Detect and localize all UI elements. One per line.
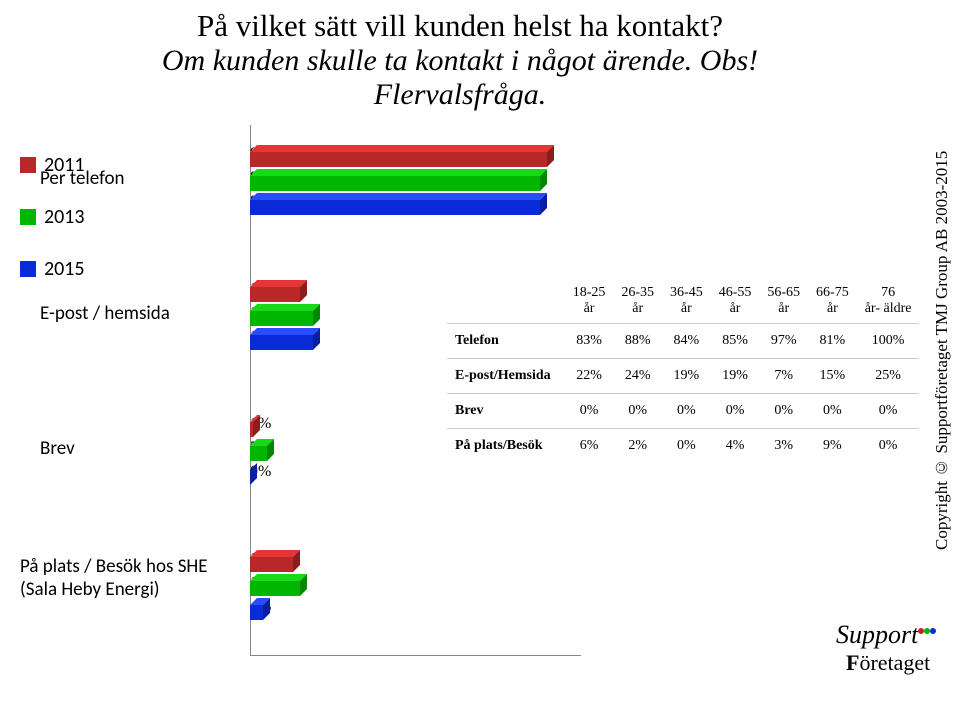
data-table: 18-25 år26-35 år36-45 år46-55 år56-65 år…	[447, 283, 919, 463]
bar: 13%	[250, 550, 580, 572]
category-label: E-post / hemsida	[40, 302, 240, 325]
table-header: 26-35 år	[613, 283, 662, 324]
table-header: 56-65 år	[759, 283, 808, 324]
legend-item: 2013	[20, 205, 85, 229]
table-cell: 0%	[808, 394, 857, 429]
bar-value-label: 4%	[250, 598, 580, 616]
table-cell: 88%	[613, 324, 662, 359]
table-cell: 100%	[857, 324, 920, 359]
table-cell: 81%	[808, 324, 857, 359]
legend-swatch	[20, 261, 36, 277]
table-cell: 85%	[711, 324, 760, 359]
chart-title: På vilket sätt vill kunden helst ha kont…	[130, 8, 790, 112]
bar: 0%	[250, 463, 580, 485]
category-label: Brev	[40, 437, 240, 460]
legend-swatch	[20, 209, 36, 225]
table-cell: 97%	[759, 324, 808, 359]
legend-label: 2013	[44, 205, 85, 229]
bar: 15%	[250, 574, 580, 596]
logo-dot-3	[930, 628, 936, 634]
table-cell: 0%	[759, 394, 808, 429]
category-label: Per telefon	[40, 167, 240, 190]
table-header: 66-75 år	[808, 283, 857, 324]
table-cell: 84%	[662, 324, 711, 359]
logo-word2a: F	[846, 650, 859, 675]
logo-word2b: öretaget	[859, 650, 930, 675]
table-cell: 4%	[711, 429, 760, 464]
bar: 88%	[250, 193, 580, 215]
table-header: 76 år- äldre	[857, 283, 920, 324]
table-header: 36-45 år	[662, 283, 711, 324]
table-cell: 24%	[613, 359, 662, 394]
table-header: 18-25 år	[565, 283, 614, 324]
legend-item: 2015	[20, 257, 85, 281]
legend-label: 2015	[44, 257, 85, 281]
table-cell: 0%	[857, 429, 920, 464]
table-cell: 9%	[808, 429, 857, 464]
table-cell: 0%	[662, 394, 711, 429]
table-cell: 0%	[613, 394, 662, 429]
table-cell: 0%	[711, 394, 760, 429]
bar: 4%	[250, 598, 580, 620]
table-row-label: Brev	[447, 394, 565, 429]
bar: 90%	[250, 145, 580, 167]
table-cell: 7%	[759, 359, 808, 394]
table-cell: 3%	[759, 429, 808, 464]
table-cell: 83%	[565, 324, 614, 359]
table-cell: 0%	[857, 394, 920, 429]
table-cell: 0%	[565, 394, 614, 429]
bar-value-label: 0%	[250, 463, 580, 481]
copyright-text: Copyright © Supportföretaget TMJ Group A…	[932, 50, 952, 550]
title-emph: vill kunden helst ha kontakt?	[365, 8, 723, 43]
table-row-label: Telefon	[447, 324, 565, 359]
logo-word1: Support	[836, 620, 918, 649]
table-cell: 22%	[565, 359, 614, 394]
category-label: På plats / Besök hos SHE (Sala Heby Ener…	[20, 555, 240, 601]
table-cell: 19%	[662, 359, 711, 394]
legend-swatch	[20, 157, 36, 173]
table-cell: 15%	[808, 359, 857, 394]
table-cell: 0%	[662, 429, 711, 464]
table-cell: 19%	[711, 359, 760, 394]
title-plain: På vilket sätt	[197, 8, 365, 43]
bar: 88%	[250, 169, 580, 191]
table-cell: 2%	[613, 429, 662, 464]
table-header: 46-55 år	[711, 283, 760, 324]
title-sub: Om kunden skulle ta kontakt i något ären…	[130, 44, 790, 112]
table-cell: 6%	[565, 429, 614, 464]
table-row-label: E-post/Hemsida	[447, 359, 565, 394]
table-cell: 25%	[857, 359, 920, 394]
table-row-label: På plats/Besök	[447, 429, 565, 464]
brand-logo: Support Företaget	[846, 628, 946, 698]
